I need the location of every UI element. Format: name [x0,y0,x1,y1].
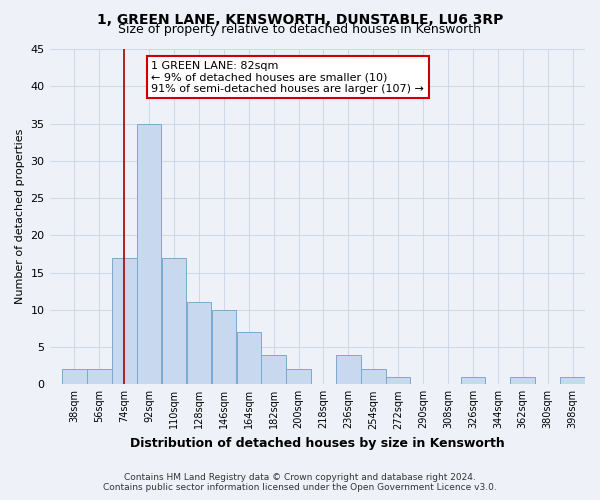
Text: 1 GREEN LANE: 82sqm
← 9% of detached houses are smaller (10)
91% of semi-detache: 1 GREEN LANE: 82sqm ← 9% of detached hou… [151,60,424,94]
Text: 1, GREEN LANE, KENSWORTH, DUNSTABLE, LU6 3RP: 1, GREEN LANE, KENSWORTH, DUNSTABLE, LU6… [97,12,503,26]
Bar [461,377,485,384]
Bar [187,302,211,384]
Bar [386,377,410,384]
Bar [162,258,187,384]
Bar [112,258,137,384]
Text: Size of property relative to detached houses in Kensworth: Size of property relative to detached ho… [119,22,482,36]
Y-axis label: Number of detached properties: Number of detached properties [15,129,25,304]
Bar [62,370,86,384]
X-axis label: Distribution of detached houses by size in Kensworth: Distribution of detached houses by size … [130,437,505,450]
Bar [336,354,361,384]
Bar [262,354,286,384]
Bar [560,377,585,384]
Bar [87,370,112,384]
Bar [212,310,236,384]
Bar [236,332,261,384]
Bar [137,124,161,384]
Bar [286,370,311,384]
Text: Contains HM Land Registry data © Crown copyright and database right 2024.
Contai: Contains HM Land Registry data © Crown c… [103,473,497,492]
Bar [361,370,386,384]
Bar [511,377,535,384]
